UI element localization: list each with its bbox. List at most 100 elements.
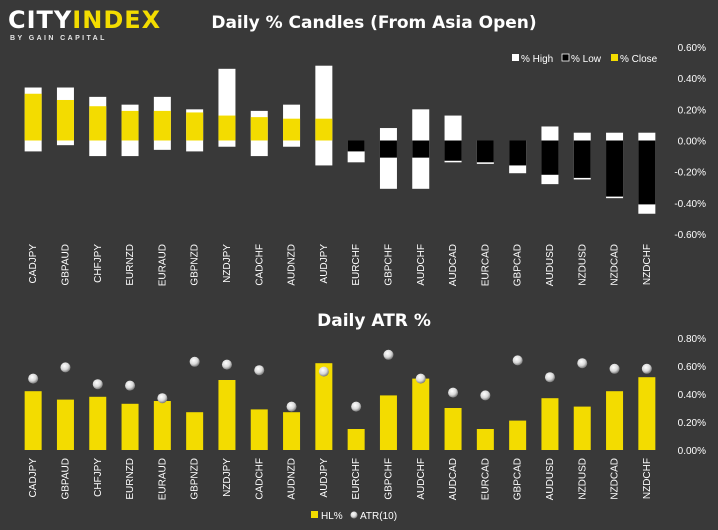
candles-category-label: CHFJPY (93, 244, 104, 283)
candles-legend-swatch (561, 53, 570, 62)
candles-ytick: 0.60% (678, 43, 706, 54)
atr-marker-cadchf (254, 365, 265, 376)
candle-close-gbpchf (379, 140, 397, 158)
atr-category-label: GBPAUD (60, 458, 71, 500)
atr-bar-cadjpy (24, 391, 42, 450)
candle-close-cadjpy (24, 93, 42, 141)
candles-ytick: 0.40% (678, 74, 706, 85)
atr-marker-eurcad (480, 390, 491, 401)
atr-marker-nzdusd (577, 358, 588, 369)
brand-name-part1: CITY (8, 6, 73, 34)
atr-marker-eurnzd (125, 380, 136, 391)
candle-close-nzdusd (573, 140, 591, 178)
atr-bar-chfjpy (89, 396, 107, 450)
atr-ytick: 0.40% (678, 390, 706, 401)
candle-close-cadchf (250, 117, 268, 141)
candles-category-label: GBPCAD (513, 244, 524, 286)
atr-bar-euraud (153, 401, 171, 450)
candle-close-audjpy (315, 118, 333, 141)
candles-category-label: AUDJPY (319, 244, 330, 284)
candle-close-gbpaud (56, 99, 74, 141)
atr-marker-audcad (448, 387, 459, 398)
atr-marker-audusd (544, 372, 555, 383)
atr-category-label: AUDCHF (416, 458, 427, 500)
candles-category-label: NZDCHF (642, 244, 653, 285)
atr-bar-eurchf (347, 429, 365, 450)
atr-category-label: EURAUD (157, 458, 168, 500)
atr-category-label: EURCAD (480, 458, 491, 500)
atr-bar-audusd (541, 398, 559, 450)
atr-bar-eurnzd (121, 403, 139, 450)
atr-ytick: 0.00% (678, 446, 706, 457)
candle-close-eurcad (476, 140, 494, 163)
atr-marker-gbpaud (60, 362, 71, 373)
candle-close-eurchf (347, 140, 365, 152)
atr-ytick: 0.20% (678, 418, 706, 429)
candle-close-euraud (153, 110, 171, 141)
atr-category-label: GBPNZD (190, 458, 201, 500)
brand-tagline: BY GAIN CAPITAL (10, 35, 107, 42)
candle-range-gbpchf (379, 128, 397, 189)
atr-marker-audnzd (286, 401, 297, 412)
atr-marker-audjpy (318, 366, 329, 377)
candles-ytick: 0.20% (678, 105, 706, 116)
atr-marker-gbpcad (512, 355, 523, 366)
atr-legend-swatch-hl (311, 511, 318, 518)
atr-marker-eurchf (351, 401, 362, 412)
candles-category-label: AUDCAD (448, 244, 459, 286)
candle-close-gbpcad (509, 140, 527, 166)
candles-category-label: EURCAD (480, 244, 491, 286)
candles-ytick: -0.40% (674, 199, 706, 210)
atr-category-label: AUDJPY (319, 458, 330, 498)
candles-category-label: GBPNZD (190, 244, 201, 286)
atr-category-label: NZDCAD (610, 458, 621, 500)
atr-category-label: AUDUSD (545, 458, 556, 500)
atr-bar-nzdcad (606, 391, 624, 450)
atr-bar-audjpy (315, 363, 333, 450)
candle-close-audusd (541, 140, 559, 175)
candles-legend-label: % High (521, 54, 553, 65)
atr-marker-nzdchf (641, 363, 652, 374)
atr-marker-cadjpy (28, 373, 39, 384)
atr-category-label: EURNZD (125, 458, 136, 500)
candle-close-nzdjpy (218, 115, 236, 141)
candles-category-label: AUDCHF (416, 244, 427, 286)
brand-name-part2: INDEX (72, 6, 162, 34)
candles-category-label: NZDUSD (577, 244, 588, 286)
candles-ytick: 0.00% (678, 137, 706, 148)
atr-bar-audchf (412, 378, 430, 450)
atr-category-label: CADJPY (28, 458, 39, 498)
candles-category-label: AUDUSD (545, 244, 556, 286)
candle-close-gbpnzd (186, 112, 204, 141)
candles-category-label: GBPCHF (383, 244, 394, 286)
candles-category-label: NZDJPY (222, 244, 233, 283)
candles-legend-swatch (512, 54, 519, 61)
atr-marker-audchf (415, 373, 426, 384)
atr-title: Daily ATR % (317, 311, 431, 331)
candles-category-label: GBPAUD (60, 244, 71, 286)
atr-category-label: CHFJPY (93, 458, 104, 497)
candles-title: Daily % Candles (From Asia Open) (211, 13, 536, 33)
candles-category-label: EURAUD (157, 244, 168, 286)
candles-legend-swatch (611, 54, 618, 61)
candles-category-label: CADJPY (28, 244, 39, 284)
atr-marker-nzdjpy (221, 359, 232, 370)
candles-category-label: NZDCAD (610, 244, 621, 286)
atr-category-label: NZDUSD (577, 458, 588, 500)
candle-close-nzdcad (606, 140, 624, 197)
atr-bar-nzdusd (573, 406, 591, 450)
candles-category-label: EURCHF (351, 244, 362, 286)
atr-category-label: GBPCAD (513, 458, 524, 500)
atr-bar-gbpchf (379, 395, 397, 450)
atr-category-label: EURCHF (351, 458, 362, 500)
atr-bar-gbpnzd (186, 412, 204, 450)
candles-ytick: -0.60% (674, 230, 706, 241)
candles-ytick: -0.20% (674, 168, 706, 179)
atr-marker-chfjpy (92, 379, 103, 390)
atr-category-label: NZDCHF (642, 458, 653, 499)
atr-bar-nzdjpy (218, 380, 236, 450)
candles-category-label: EURNZD (125, 244, 136, 286)
atr-marker-gbpchf (383, 349, 394, 360)
candle-range-audjpy (315, 65, 333, 166)
